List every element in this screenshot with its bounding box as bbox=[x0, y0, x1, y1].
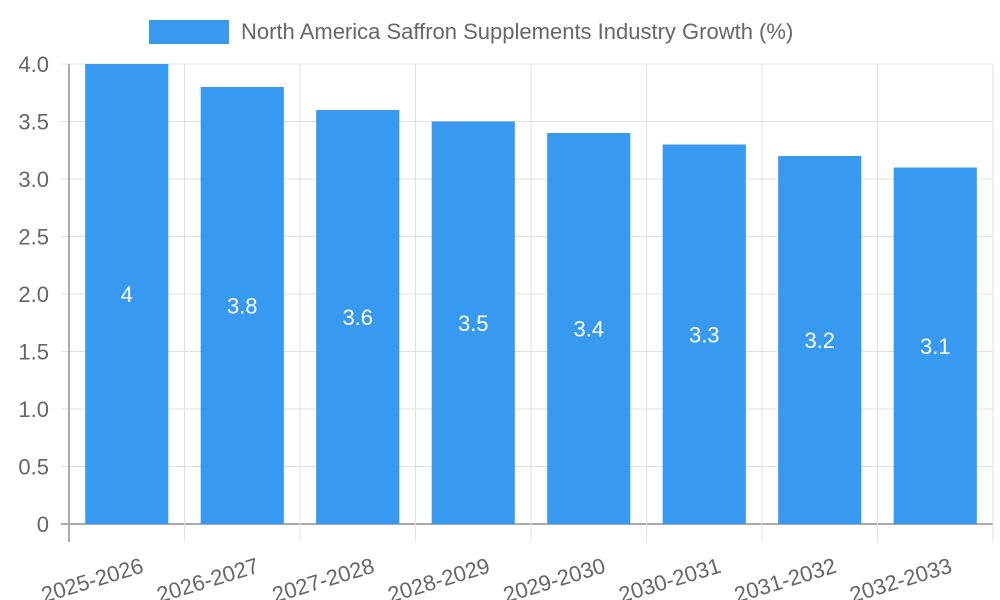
x-tick-label: 2032-2033 bbox=[847, 553, 955, 600]
y-tick-label: 3.0 bbox=[18, 167, 49, 192]
x-tick-label: 2029-2030 bbox=[500, 553, 608, 600]
bar-value-label: 3.8 bbox=[227, 294, 258, 319]
x-tick-label: 2030-2031 bbox=[616, 553, 724, 600]
x-tick-label: 2028-2029 bbox=[385, 553, 493, 600]
data-labels: 4 3.8 3.6 3.5 3.4 3.3 3.2 3.1 bbox=[121, 282, 951, 359]
bar-value-label: 3.4 bbox=[573, 317, 604, 342]
chart-legend[interactable]: North America Saffron Supplements Indust… bbox=[149, 19, 793, 45]
x-tick-label: 2027-2028 bbox=[269, 553, 377, 600]
legend-label: North America Saffron Supplements Indust… bbox=[241, 19, 794, 44]
bar[interactable] bbox=[778, 156, 862, 524]
bar[interactable] bbox=[200, 87, 284, 524]
y-tick-label: 1.0 bbox=[18, 397, 49, 422]
bar[interactable] bbox=[662, 144, 746, 525]
bar[interactable] bbox=[893, 167, 977, 525]
y-tick-label: 1.5 bbox=[18, 340, 49, 365]
x-tick-label: 2026-2027 bbox=[154, 553, 262, 600]
bar-value-label: 3.5 bbox=[458, 311, 489, 336]
bar-value-label: 3.2 bbox=[804, 328, 835, 353]
y-tick-label: 2.5 bbox=[18, 225, 49, 250]
bar-value-label: 3.6 bbox=[342, 305, 373, 330]
y-tick-label: 4.0 bbox=[18, 52, 49, 77]
y-tick-label: 0.5 bbox=[18, 455, 49, 480]
bar-value-label: 3.1 bbox=[920, 334, 951, 359]
bar-value-label: 4 bbox=[121, 282, 133, 307]
x-tick-label: 2031-2032 bbox=[731, 553, 839, 600]
bars bbox=[85, 64, 977, 524]
bar[interactable] bbox=[85, 64, 169, 524]
y-tick-label: 0 bbox=[37, 512, 49, 537]
bar[interactable] bbox=[316, 110, 400, 524]
bar[interactable] bbox=[431, 121, 515, 525]
y-tick-label: 3.5 bbox=[18, 110, 49, 135]
x-tick-label: 2025-2026 bbox=[38, 553, 146, 600]
bar-value-label: 3.3 bbox=[689, 322, 720, 347]
y-tick-label: 2.0 bbox=[18, 282, 49, 307]
legend-swatch bbox=[149, 20, 229, 44]
bar[interactable] bbox=[547, 133, 631, 524]
